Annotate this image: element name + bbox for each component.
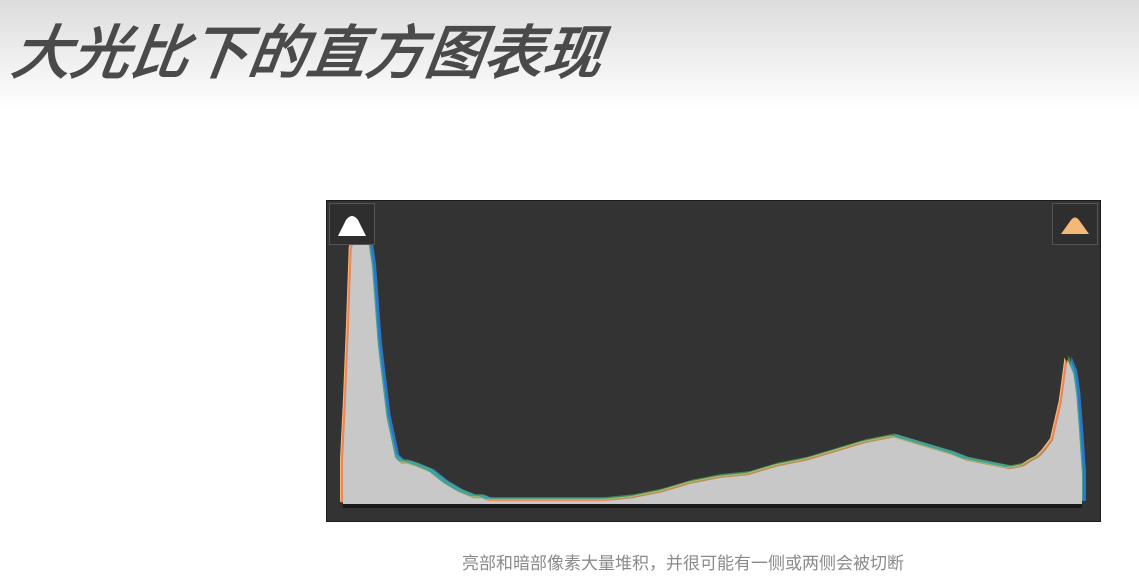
slide-title: 大光比下的直方图表现 xyxy=(8,19,608,87)
title-band xyxy=(0,0,1139,110)
slide-caption: 亮部和暗部像素大量堆积，并很可能有一侧或两侧会被切断 xyxy=(462,554,904,574)
shadow-clipping-triangle-icon xyxy=(338,216,366,236)
histogram-chart xyxy=(340,211,1086,508)
highlight-clipping-triangle-icon xyxy=(1061,217,1089,234)
highlight-clip-box[interactable] xyxy=(1052,203,1098,245)
shadow-clip-box[interactable] xyxy=(329,203,375,245)
histogram-panel xyxy=(326,200,1101,522)
histogram-baseline xyxy=(343,504,1082,508)
blue-channel-fringe xyxy=(347,212,1086,501)
luminance-area xyxy=(343,215,1082,504)
green-channel-fringe xyxy=(344,211,1083,500)
